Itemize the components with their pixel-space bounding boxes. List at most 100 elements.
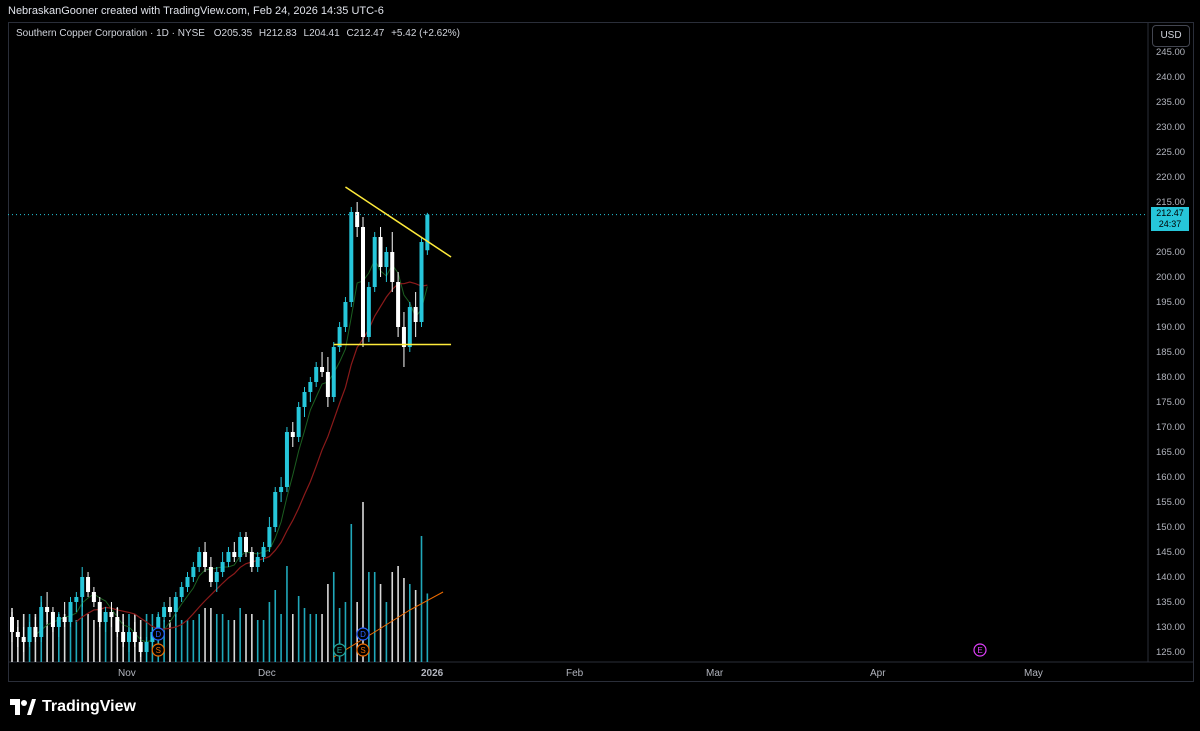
x-tick-label: May bbox=[1024, 668, 1043, 679]
candle-body bbox=[214, 572, 219, 582]
x-tick-label: 2026 bbox=[421, 668, 444, 679]
candle-body bbox=[167, 607, 172, 612]
volume-bar bbox=[98, 608, 101, 662]
y-tick-label: 170.00 bbox=[1156, 422, 1185, 433]
chart-panel[interactable] bbox=[8, 22, 1194, 682]
candle-body bbox=[238, 537, 243, 557]
y-tick-label: 175.00 bbox=[1156, 397, 1185, 408]
candle-body bbox=[127, 632, 131, 642]
candle-body bbox=[173, 597, 178, 612]
volume-bar bbox=[175, 614, 177, 662]
candle-body bbox=[261, 547, 266, 557]
candle-body bbox=[21, 637, 26, 642]
low-label: L bbox=[303, 28, 310, 39]
candle-body bbox=[302, 392, 307, 407]
candle-body bbox=[401, 327, 406, 347]
candle-body bbox=[314, 367, 319, 382]
event-marker-letter: D bbox=[360, 630, 366, 639]
candle-body bbox=[144, 642, 149, 652]
candle-body bbox=[232, 552, 237, 557]
volume-bar bbox=[204, 608, 206, 662]
volume-bar bbox=[69, 608, 72, 662]
symbol-title: Southern Copper Corporation · 1D · NYSE bbox=[16, 28, 205, 39]
event-marker-letter: E bbox=[977, 646, 982, 655]
candle-body bbox=[407, 307, 412, 347]
ohlc-legend: Southern Copper Corporation · 1D · NYSE … bbox=[16, 28, 460, 39]
candle-body bbox=[320, 367, 325, 372]
y-tick-label: 220.00 bbox=[1156, 172, 1185, 183]
volume-bar bbox=[385, 602, 388, 662]
x-tick-label: Dec bbox=[258, 668, 276, 679]
candle-body bbox=[355, 212, 360, 227]
y-tick-label: 180.00 bbox=[1156, 372, 1185, 383]
volume-bar bbox=[409, 584, 411, 662]
volume-bar bbox=[198, 614, 200, 662]
close-label: C bbox=[346, 28, 354, 39]
candle-body bbox=[115, 617, 120, 632]
candle-body bbox=[39, 607, 44, 637]
volume-bar bbox=[233, 620, 236, 662]
volume-bar bbox=[397, 566, 399, 662]
volume-bar bbox=[309, 614, 312, 662]
price-chart[interactable]: 125.00 130.00 135.00 140.00 145.00 150.00 155.… bbox=[8, 22, 1194, 682]
volume-bar bbox=[87, 614, 89, 662]
y-tick-label: 215.00 bbox=[1156, 197, 1185, 208]
candle-body bbox=[103, 612, 108, 622]
candle-body bbox=[290, 432, 295, 437]
volume-bar bbox=[414, 590, 417, 662]
candle-body bbox=[267, 527, 272, 547]
y-tick-label: 125.00 bbox=[1156, 647, 1185, 658]
event-marker-icon bbox=[151, 627, 165, 641]
candle-body bbox=[279, 487, 284, 492]
event-marker-icon bbox=[356, 627, 370, 641]
volume-bar bbox=[58, 614, 60, 662]
candle-body bbox=[296, 407, 301, 437]
candle-body bbox=[191, 567, 196, 577]
candle-body bbox=[162, 607, 167, 617]
event-marker-letter: S bbox=[156, 646, 161, 655]
candle-body bbox=[91, 592, 96, 602]
candle-body bbox=[390, 252, 395, 282]
candle-body bbox=[185, 577, 190, 587]
x-tick-label: Feb bbox=[566, 668, 584, 679]
volume-bar bbox=[292, 614, 294, 662]
bar-countdown: 24:37 bbox=[1158, 219, 1182, 229]
close-value: 212.47 bbox=[353, 28, 385, 39]
currency-button[interactable]: USD bbox=[1152, 25, 1190, 47]
candle-body bbox=[284, 432, 289, 487]
candle-body bbox=[86, 577, 91, 592]
candle-body bbox=[343, 302, 348, 327]
volume-bar bbox=[163, 620, 165, 662]
volume-bar bbox=[344, 602, 347, 662]
candle-body bbox=[396, 282, 401, 327]
y-tick-label: 225.00 bbox=[1156, 147, 1185, 158]
open-value: 205.35 bbox=[221, 28, 253, 39]
volume-bar bbox=[420, 536, 423, 662]
candle-body bbox=[156, 617, 161, 632]
volume-bar bbox=[327, 584, 329, 662]
volume-bar bbox=[350, 524, 353, 662]
volume-bar bbox=[180, 620, 183, 662]
low-value: 204.41 bbox=[309, 28, 340, 39]
event-marker-letter: D bbox=[155, 630, 161, 639]
y-tick-label: 165.00 bbox=[1156, 447, 1185, 458]
volume-bar bbox=[321, 614, 323, 662]
event-marker-icon bbox=[356, 643, 370, 657]
y-tick-label: 185.00 bbox=[1156, 347, 1185, 358]
candle-body bbox=[244, 537, 248, 552]
candle-body bbox=[138, 642, 143, 652]
volume-bar bbox=[262, 620, 265, 662]
high-label: H bbox=[258, 28, 267, 39]
candle-body bbox=[203, 552, 208, 567]
candle-body bbox=[361, 227, 365, 337]
y-tick-label: 160.00 bbox=[1156, 472, 1185, 483]
tradingview-logo[interactable]: TradingView bbox=[10, 698, 136, 716]
volume-bar bbox=[280, 614, 282, 662]
volume-bar bbox=[256, 620, 259, 662]
volume-moving-average bbox=[333, 591, 444, 658]
y-tick-label: 155.00 bbox=[1156, 497, 1185, 508]
candle-body bbox=[349, 212, 354, 302]
candle-body bbox=[331, 347, 336, 397]
open-label: O bbox=[213, 28, 222, 39]
candle-body bbox=[337, 327, 342, 347]
